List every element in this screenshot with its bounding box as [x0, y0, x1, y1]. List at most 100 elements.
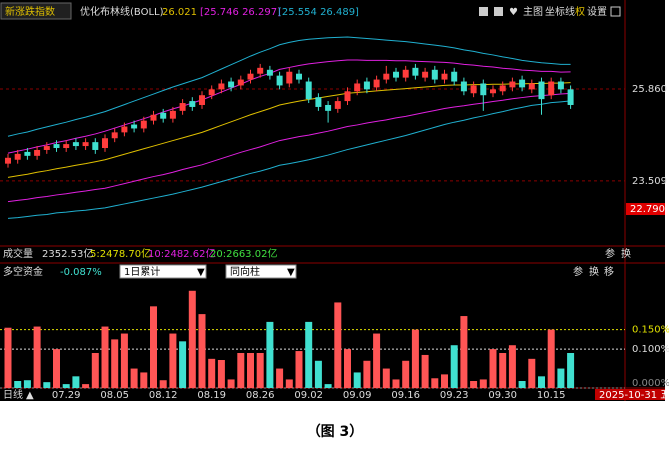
- bar: [382, 368, 390, 388]
- candle-body: [140, 120, 147, 129]
- menu-item[interactable]: 坐标线: [545, 5, 575, 18]
- bar: [344, 349, 351, 388]
- dropdown-text: 1日累计: [124, 265, 160, 278]
- bar: [198, 314, 206, 388]
- candle-body: [24, 151, 31, 156]
- volume-ma: 10:2482.62亿: [148, 247, 215, 260]
- bar: [159, 380, 167, 388]
- dropdown[interactable]: [119, 264, 207, 279]
- bar: [479, 379, 487, 388]
- candle-body: [538, 81, 545, 100]
- panel-value: -0.087%: [60, 267, 102, 278]
- menu-item[interactable]: 换: [621, 247, 631, 260]
- candle-body: [111, 132, 118, 139]
- bar: [460, 316, 468, 388]
- menu-item[interactable]: 主图: [523, 6, 543, 18]
- volume-ma: 20:2663.02亿: [210, 247, 277, 260]
- bar: [169, 333, 177, 388]
- boll-mid: 26.021: [162, 7, 197, 18]
- candle-body: [305, 81, 312, 100]
- candle-body: [92, 142, 99, 150]
- menu-item[interactable]: 设置: [587, 6, 607, 18]
- candle-body: [53, 144, 60, 149]
- bar: [421, 354, 429, 388]
- bar: [91, 353, 99, 388]
- bar: [43, 382, 51, 388]
- bar: [285, 379, 293, 388]
- y-tick-label: 23.509: [632, 176, 667, 187]
- menu-item[interactable]: 换: [589, 265, 599, 278]
- menu-item[interactable]: 参: [605, 247, 615, 260]
- bar: [334, 302, 342, 388]
- chart-title: 优化布林线(BOLL): [80, 5, 164, 18]
- x-tick-label: 08.19: [197, 390, 226, 401]
- dropdown[interactable]: [225, 264, 297, 279]
- bar: [23, 380, 31, 388]
- candle-body: [43, 146, 50, 150]
- bar: [82, 384, 90, 388]
- candle-body: [499, 85, 506, 92]
- bar: [441, 374, 448, 388]
- candle-body: [102, 138, 108, 149]
- x-tick-label: 09.23: [440, 390, 469, 401]
- candle-body: [325, 104, 332, 111]
- bar: [538, 376, 545, 388]
- x-tick-label: 08.26: [246, 390, 275, 401]
- dropdown-arrow: ▼: [197, 267, 205, 278]
- x-tick-label: 09.30: [488, 390, 517, 401]
- bar: [392, 379, 400, 388]
- candle-body: [509, 81, 516, 88]
- candle-body: [373, 79, 380, 88]
- candle-body: [237, 79, 244, 86]
- bar: [72, 376, 80, 388]
- y-tick-label: 0.150%: [632, 325, 669, 336]
- boll-band1: [25.746 26.297]: [200, 7, 281, 18]
- menu-item[interactable]: 参: [573, 265, 583, 278]
- x-tick-label: 10.15: [537, 390, 566, 401]
- candle-body: [490, 89, 496, 94]
- caption: （图 3）: [307, 424, 364, 440]
- zoom-in-button[interactable]: [479, 7, 488, 16]
- volume-ma: 5:2478.70亿: [90, 247, 151, 260]
- bar: [208, 358, 216, 388]
- zoom-out-button[interactable]: [494, 7, 503, 16]
- panel-title: 多空资金: [3, 265, 43, 278]
- candle-body: [218, 83, 225, 90]
- close-button[interactable]: [610, 6, 621, 17]
- axis-arrow: ▲: [26, 390, 34, 401]
- candle-body: [257, 67, 264, 74]
- bar: [101, 326, 109, 388]
- axis-label: 日线: [3, 388, 23, 401]
- bar: [111, 339, 119, 388]
- index-box[interactable]: [0, 2, 72, 20]
- candle-body: [470, 85, 477, 94]
- volume-value: 2352.53亿: [42, 247, 93, 260]
- candle-body: [383, 73, 390, 80]
- candle-body: [441, 73, 448, 80]
- candle-body: [179, 103, 186, 111]
- bar: [567, 353, 575, 388]
- fav-icon[interactable]: ♥: [509, 7, 518, 18]
- bar: [295, 351, 303, 388]
- bar: [62, 384, 70, 388]
- bar: [470, 381, 478, 388]
- bar: [14, 381, 22, 388]
- bar: [450, 345, 458, 388]
- y-tick-label: 0.100%: [632, 344, 669, 355]
- bar: [489, 349, 497, 388]
- bar: [179, 341, 187, 388]
- menu-item[interactable]: 移: [604, 265, 614, 278]
- candle-body: [131, 124, 138, 129]
- bar: [237, 353, 245, 388]
- band-line: [7, 92, 571, 203]
- date-marker: 2025-10-31 五: [599, 390, 669, 401]
- candle-body: [363, 81, 370, 90]
- candle-body: [72, 142, 79, 147]
- candle-body: [14, 153, 21, 160]
- candle-body: [82, 142, 89, 147]
- dropdown-text: 同向柱: [230, 265, 260, 278]
- candle-body: [315, 97, 322, 107]
- candle-body: [276, 75, 283, 86]
- bar: [353, 372, 361, 388]
- menu-item[interactable]: 权: [575, 5, 585, 18]
